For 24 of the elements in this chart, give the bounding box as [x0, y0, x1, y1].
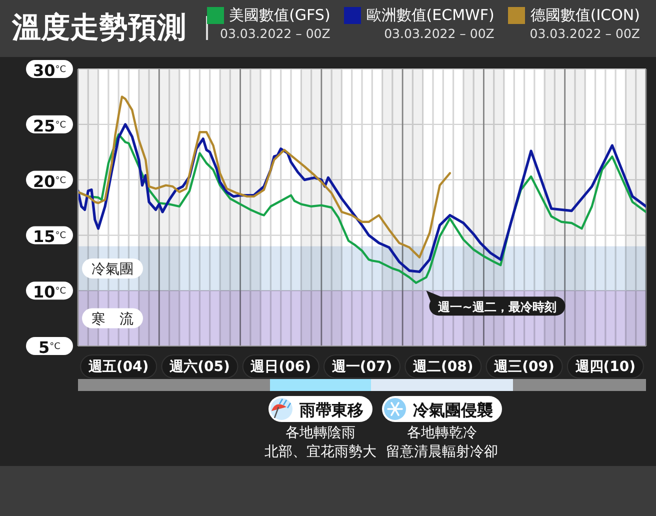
- text: 北部、宜花雨勢大: [264, 444, 376, 460]
- line-series: [78, 96, 452, 258]
- x-tick-label: 週日(06): [250, 359, 311, 375]
- text: 留意清晨輻射冷卻: [386, 444, 498, 460]
- text: 雨帶東移: [298, 400, 364, 420]
- x-tick-label: 週一(07): [330, 359, 392, 375]
- text: 03.03.2022 – 00Z: [384, 26, 494, 41]
- legend-label: 美國數值(GFS): [229, 6, 330, 25]
- text: 03.03.2022 – 00Z: [220, 26, 330, 41]
- x-tick-label: 週五(04): [87, 359, 149, 375]
- legend-label: 德國數值(ICON): [530, 6, 640, 25]
- band-label: 寒 流: [92, 311, 134, 328]
- text: 各地轉陰雨: [286, 425, 356, 441]
- annotation: 週一~週二，最冷時刻: [437, 300, 556, 314]
- text: 03.03.2022 – 00Z: [530, 26, 640, 41]
- chart-title: 溫度走勢預測: [12, 9, 186, 46]
- band-label: 冷氣團: [92, 261, 134, 278]
- x-tick-label: 週六(05): [168, 358, 230, 375]
- text: 各地轉乾冷: [407, 425, 477, 441]
- legend-label: 歐洲數值(ECMWF): [366, 6, 494, 25]
- x-tick-label: 週二(08): [412, 359, 474, 375]
- x-tick-label: 週三(09): [493, 359, 554, 375]
- text: 冷氣團侵襲: [413, 400, 493, 420]
- x-tick-label: 週四(10): [574, 359, 636, 375]
